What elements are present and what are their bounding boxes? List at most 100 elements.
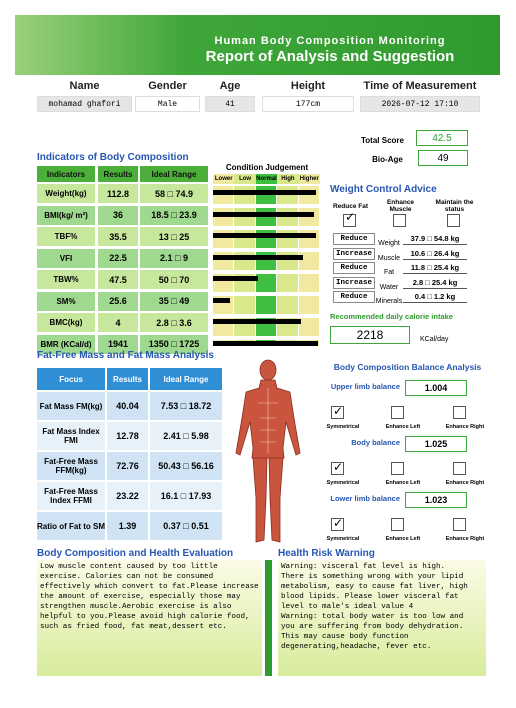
condition-title: Condition Judgement bbox=[225, 162, 309, 172]
text-line: exercise. Calories can not be consumed bbox=[40, 573, 214, 581]
calorie-title: Recommended daily calorie intake bbox=[330, 312, 453, 321]
info-label: Height bbox=[290, 80, 326, 92]
option-label: Reduce Fat bbox=[332, 202, 369, 210]
indicator-result: 112.8 bbox=[98, 184, 138, 203]
bioage-label: Bio-Age bbox=[372, 154, 403, 164]
condition-level: High bbox=[277, 174, 299, 184]
total-label: Total Score bbox=[361, 135, 404, 145]
section-title: Body Composition and Health Evaluation bbox=[37, 548, 234, 559]
fatfree-cell: Fat-Free Mass Index FFMI bbox=[37, 482, 105, 510]
checkbox bbox=[331, 406, 344, 419]
info-label: Time of Measurement bbox=[363, 80, 477, 92]
fatfree-cell: Ratio of Fat to SM bbox=[37, 512, 105, 540]
text-line: Warning: total body water is too low and bbox=[281, 613, 464, 621]
condition-level: Lower bbox=[213, 174, 235, 184]
text-line: you are suffering from body dehydration. bbox=[281, 623, 464, 631]
indicator-range: 50 □ 70 bbox=[140, 270, 208, 289]
action-box: Reduce bbox=[333, 291, 375, 303]
fatfree-cell: 1.39 bbox=[107, 512, 148, 540]
info-value: 177cm bbox=[262, 96, 354, 112]
checkbox bbox=[331, 518, 344, 531]
gauge-column bbox=[298, 186, 319, 346]
table-header: Focus bbox=[37, 368, 105, 390]
advice-label: Water bbox=[379, 283, 399, 291]
judgement-bar bbox=[213, 297, 231, 303]
option-label: Symmetrical bbox=[326, 480, 360, 486]
indicator-name: TBW% bbox=[37, 270, 95, 289]
bioage-value: 49 bbox=[418, 150, 468, 166]
info-label: Name bbox=[69, 80, 100, 92]
balance-value: 1.004 bbox=[405, 380, 467, 396]
action-box: Reduce bbox=[333, 262, 375, 274]
checkbox bbox=[391, 406, 404, 419]
text-line: Warning: visceral fat level is high. bbox=[281, 563, 446, 571]
judgement-bar bbox=[213, 340, 318, 346]
advice-label: Weight bbox=[378, 240, 400, 247]
option-label: Symmetrical bbox=[326, 536, 360, 542]
indicator-range: 2.8 □ 3.6 bbox=[140, 313, 208, 332]
checkbox bbox=[453, 518, 466, 531]
judgement-bar bbox=[213, 190, 316, 195]
advice-range: 11.8 □ 25.4 kg bbox=[403, 262, 467, 274]
fatfree-title: Fat-Free Mass and Fat Mass Analysis bbox=[37, 350, 214, 361]
calorie-unit: KCal/day bbox=[420, 336, 449, 343]
text-line: strengthen muscle.Aerobic exercise is al… bbox=[40, 603, 232, 611]
balance-label: Upper limb balance bbox=[330, 382, 400, 391]
balance-label: Lower limb balance bbox=[330, 494, 400, 503]
text-line: Low muscle content caused by too little bbox=[40, 563, 218, 571]
text-line: the amount of exercise, especially those… bbox=[40, 593, 241, 601]
indicator-range: 58 □ 74.9 bbox=[140, 184, 208, 203]
balance-value: 1.025 bbox=[405, 436, 467, 452]
text-line: effectively which convert to fat.Please … bbox=[40, 583, 259, 591]
info-value: 2026-07-12 17:10 bbox=[360, 96, 480, 112]
indicator-result: 1941 bbox=[98, 334, 138, 354]
header-band bbox=[15, 15, 500, 75]
checkbox bbox=[447, 214, 460, 227]
calorie-value: 2218 bbox=[330, 326, 410, 344]
fatfree-cell: Fat Mass Index FMI bbox=[37, 422, 105, 450]
fatfree-cell: 16.1 □ 17.93 bbox=[150, 482, 222, 510]
indicator-range: 1350 □ 1725 bbox=[140, 334, 208, 354]
fatfree-cell: 7.53 □ 18.72 bbox=[150, 392, 222, 420]
text-line: level to male's ideal value 4 bbox=[281, 603, 414, 611]
indicator-name: Weight(kg) bbox=[37, 184, 95, 203]
header-title: Report of Analysis and Suggestion bbox=[205, 48, 455, 65]
text-line: such as fried food, fat meat,dessert etc… bbox=[40, 623, 227, 631]
advice-label: Minerals bbox=[375, 298, 403, 305]
text-line: metabolism, easy to cause fat liver, hig… bbox=[281, 583, 468, 591]
option-label: Symmetrical bbox=[326, 424, 360, 430]
section-title: Health Risk Warning bbox=[278, 548, 375, 559]
advice-label: Fat bbox=[383, 269, 395, 276]
fatfree-cell: 23.22 bbox=[107, 482, 148, 510]
condition-level: Low bbox=[234, 174, 256, 184]
table-header: Results bbox=[98, 166, 138, 182]
check-mark: ✓ bbox=[332, 460, 344, 474]
judgement-bar bbox=[213, 319, 301, 324]
checkbox bbox=[343, 214, 356, 227]
option-label: Enhance Muscle bbox=[386, 199, 415, 213]
info-label: Age bbox=[219, 80, 241, 92]
fatfree-cell: 0.37 □ 0.51 bbox=[150, 512, 222, 540]
check-mark: ✓ bbox=[332, 516, 344, 530]
text-box: Warning: visceral fat level is high. Ther… bbox=[278, 560, 486, 676]
option-label: Enhance Right bbox=[445, 424, 485, 430]
check-mark: ✓ bbox=[344, 210, 356, 224]
info-value: mohamad ghafori bbox=[37, 96, 132, 112]
condition-level: Higher bbox=[298, 174, 320, 184]
table-header: Ideal Range bbox=[150, 368, 222, 390]
info-label: Gender bbox=[148, 80, 187, 92]
checkbox bbox=[331, 462, 344, 475]
balance-label: Body balance bbox=[351, 438, 400, 447]
option-label: Enhance Left bbox=[385, 424, 421, 430]
indicator-name: BMC(kg) bbox=[37, 313, 95, 332]
option-label: Enhance Left bbox=[385, 536, 421, 542]
action-box: Increase bbox=[333, 247, 375, 260]
info-value: 41 bbox=[205, 96, 255, 112]
indicator-result: 25.6 bbox=[98, 291, 138, 311]
option-label: Enhance Right bbox=[445, 536, 485, 542]
judgement-bar bbox=[213, 254, 303, 260]
header-subtitle: Human Body Composition Monitoring bbox=[214, 35, 446, 47]
indicator-result: 36 bbox=[98, 205, 138, 225]
checkbox bbox=[391, 462, 404, 475]
fatfree-cell: 12.78 bbox=[107, 422, 148, 450]
